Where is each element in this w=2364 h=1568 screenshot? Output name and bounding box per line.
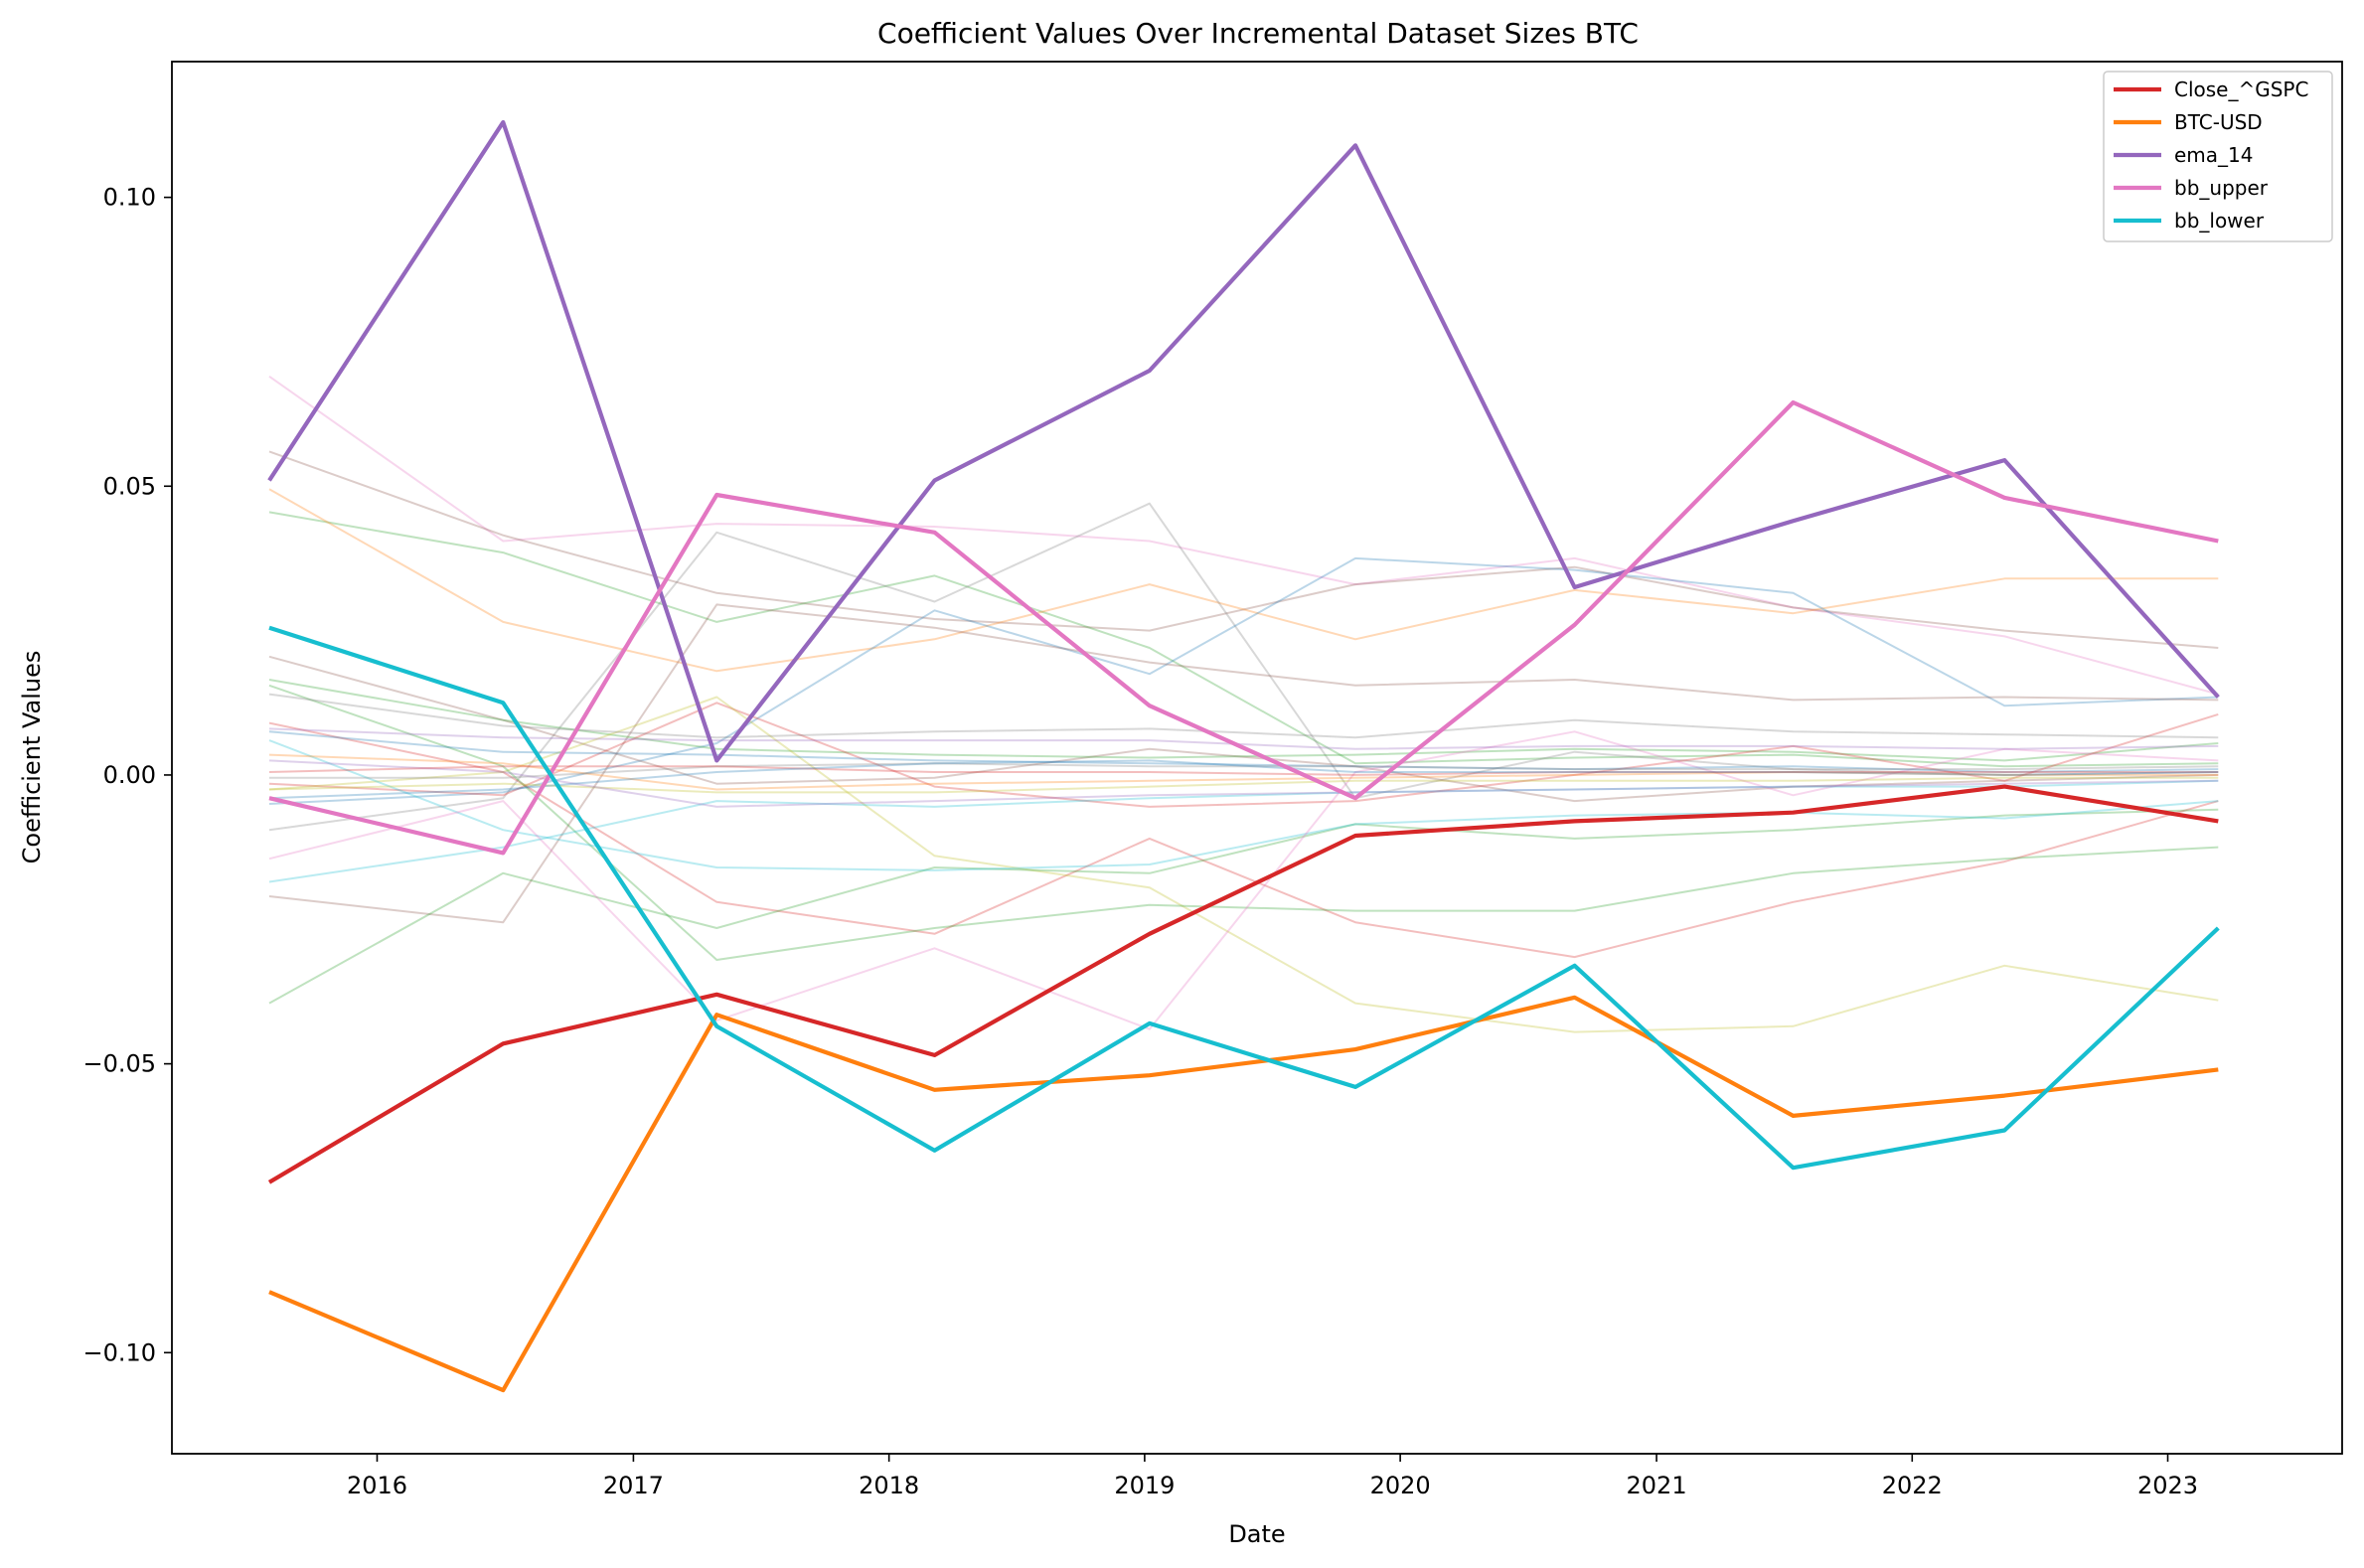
x-tick-label: 2019 bbox=[1114, 1472, 1175, 1499]
y-axis: 0.10 0.05 0.00 −0.05 −0.10 bbox=[82, 184, 172, 1366]
background-series-line bbox=[268, 450, 2219, 649]
background-series-line bbox=[268, 603, 2219, 924]
x-tick-label: 2016 bbox=[347, 1472, 407, 1499]
background-series-line bbox=[268, 556, 2219, 805]
background-series-line bbox=[268, 702, 2219, 808]
legend-label: BTC-USD bbox=[2174, 110, 2263, 134]
background-series-line bbox=[268, 721, 2219, 959]
background-series-line bbox=[268, 776, 2219, 794]
x-axis-label: Date bbox=[1228, 1520, 1285, 1548]
background-series-line bbox=[268, 679, 2219, 762]
legend-box bbox=[2103, 71, 2333, 242]
background-series-line bbox=[268, 730, 2219, 1030]
y-tick-label: −0.05 bbox=[82, 1050, 156, 1078]
background-series-line bbox=[268, 739, 2219, 871]
x-tick-label: 2017 bbox=[603, 1472, 664, 1499]
y-tick-label: 0.05 bbox=[103, 472, 156, 500]
x-tick-label: 2018 bbox=[859, 1472, 919, 1499]
series-line-bb_upper bbox=[268, 399, 2219, 856]
background-series-line bbox=[268, 511, 2219, 768]
background-series-line bbox=[268, 696, 2219, 1033]
background-series-line bbox=[268, 779, 2219, 883]
legend: Close_^GSPC BTC-USD ema_14 bb_upper bb_lower bbox=[2103, 71, 2333, 242]
background-series-line bbox=[269, 762, 2219, 779]
legend-label: bb_lower bbox=[2174, 209, 2265, 233]
y-axis-label: Coefficient Values bbox=[18, 651, 46, 864]
series-line-ema_14 bbox=[267, 119, 2220, 763]
background-series-line bbox=[268, 765, 2219, 776]
background-series-line bbox=[268, 759, 2219, 808]
series-layer bbox=[267, 119, 2220, 1393]
x-tick-label: 2021 bbox=[1627, 1472, 1687, 1499]
plot-frame bbox=[171, 61, 2343, 1455]
background-series-line bbox=[268, 655, 2219, 803]
legend-label: Close_^GSPC bbox=[2174, 78, 2308, 101]
x-tick-label: 2023 bbox=[2137, 1472, 2198, 1499]
series-line-Close_^GSPC bbox=[267, 784, 2219, 1184]
y-tick-label: 0.10 bbox=[103, 184, 156, 212]
y-tick-label: 0.00 bbox=[103, 761, 156, 789]
background-series-line bbox=[268, 375, 2219, 696]
x-tick-label: 2020 bbox=[1370, 1472, 1431, 1499]
background-series-line bbox=[268, 753, 2219, 791]
background-series-line bbox=[268, 727, 2219, 750]
legend-label: bb_upper bbox=[2174, 176, 2269, 200]
background-series-line bbox=[268, 488, 2219, 673]
x-axis: 2016 2017 2018 2019 2020 2021 2022 2023 bbox=[347, 1454, 2198, 1499]
x-tick-label: 2022 bbox=[1882, 1472, 1943, 1499]
background-series-line bbox=[268, 693, 2219, 739]
background-series-line bbox=[268, 730, 2219, 773]
background-series-line bbox=[268, 502, 2219, 832]
legend-label: ema_14 bbox=[2174, 143, 2254, 167]
y-tick-label: −0.10 bbox=[82, 1338, 156, 1366]
chart-title: Coefficient Values Over Incremental Data… bbox=[877, 17, 1639, 50]
series-line-bb_lower bbox=[268, 625, 2220, 1171]
background-series-line bbox=[268, 759, 2219, 800]
series-line-BTC-USD bbox=[268, 995, 2219, 1393]
background-series-line bbox=[268, 808, 2219, 1005]
